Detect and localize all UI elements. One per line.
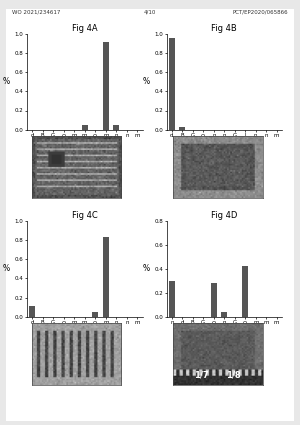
Bar: [103, 237, 109, 317]
Text: 4/10: 4/10: [144, 9, 156, 14]
Y-axis label: %: %: [142, 264, 149, 273]
Bar: [113, 125, 119, 130]
Bar: [242, 266, 248, 317]
Text: 1/7: 1/7: [194, 371, 208, 380]
Bar: [169, 281, 175, 317]
Y-axis label: %: %: [3, 264, 10, 273]
Bar: [29, 306, 35, 317]
Bar: [211, 283, 217, 317]
Bar: [103, 42, 109, 130]
Text: PCT/EP2020/065866: PCT/EP2020/065866: [232, 9, 288, 14]
Y-axis label: %: %: [3, 77, 10, 86]
Bar: [169, 38, 175, 130]
Title: Fig 4A: Fig 4A: [72, 24, 98, 33]
Title: Fig 4C: Fig 4C: [72, 211, 98, 220]
Bar: [221, 312, 227, 317]
Y-axis label: %: %: [142, 77, 149, 86]
Title: Fig 4B: Fig 4B: [212, 24, 237, 33]
Bar: [92, 312, 98, 317]
Bar: [179, 127, 185, 130]
Bar: [82, 125, 88, 130]
Title: Fig 4D: Fig 4D: [211, 211, 237, 220]
Text: WO 2021/234617: WO 2021/234617: [12, 9, 60, 14]
Text: 1/8: 1/8: [226, 371, 241, 380]
